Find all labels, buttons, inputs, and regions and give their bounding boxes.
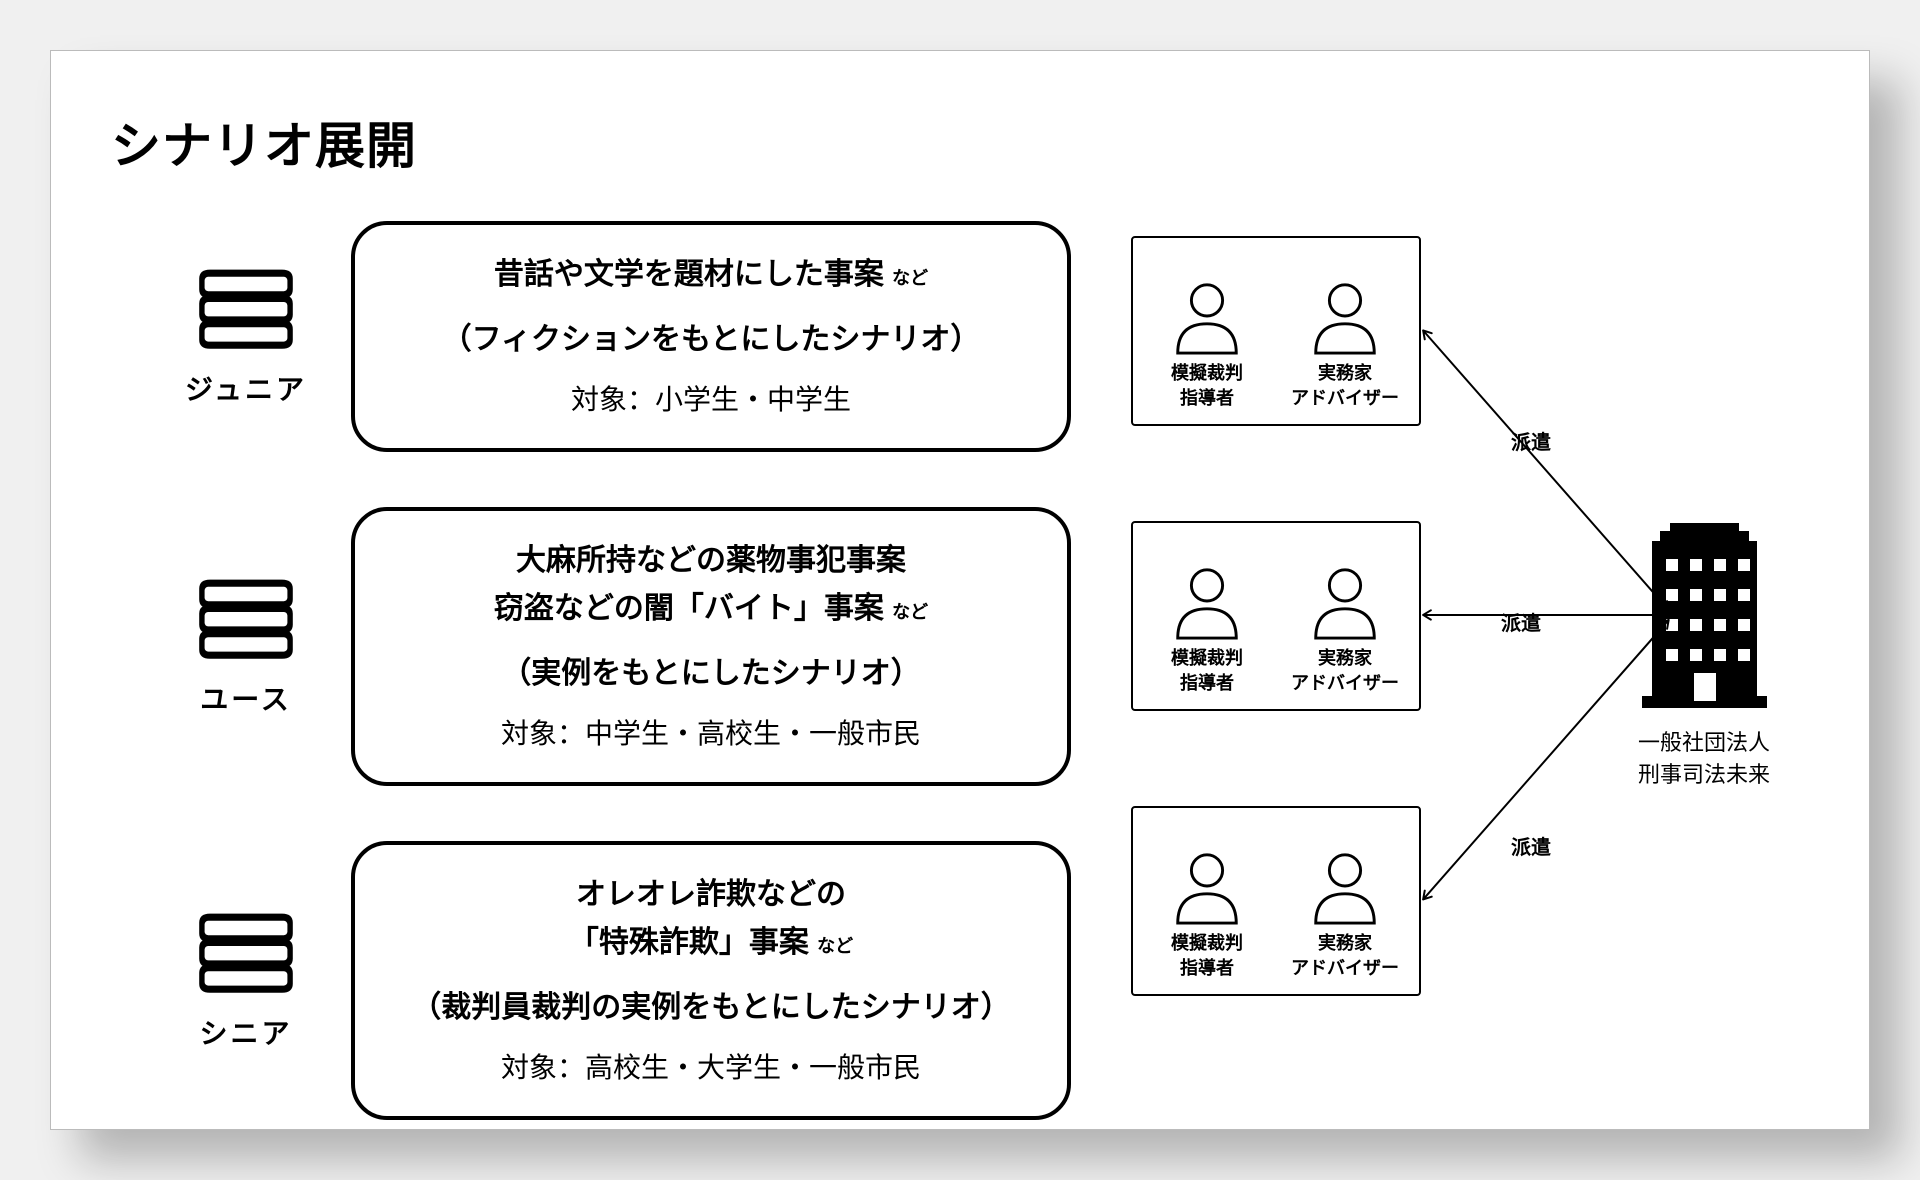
advisor-person: 模擬裁判指導者 [1147, 847, 1267, 980]
advisor-box: 模擬裁判指導者 実務家アドバイザー [1131, 806, 1421, 996]
dispatch-label: 派遣 [1501, 607, 1541, 636]
card-target: 対象：小学生・中学生 [395, 378, 1027, 418]
scenario-row-youth: ユース 大麻所持などの薬物事犯事案窃盗などの闇「バイト」事案 など （実例をもと… [171, 507, 1071, 786]
level-label: シニア [199, 1012, 292, 1052]
advisor-person: 実務家アドバイザー [1285, 847, 1405, 980]
person-icon [1168, 277, 1246, 355]
card-parens: （フィクションをもとにしたシナリオ） [395, 317, 1027, 362]
card-title: 昔話や文学を題材にした事案 など [395, 251, 1027, 299]
advisor-person: 実務家アドバイザー [1285, 562, 1405, 695]
scenario-rows: ジュニア 昔話や文学を題材にした事案 など （フィクションをもとにしたシナリオ）… [171, 221, 1071, 1120]
organization-label: 一般社団法人 刑事司法未来 [1638, 727, 1770, 791]
card-title: 大麻所持などの薬物事犯事案窃盗などの闇「バイト」事案 など [395, 537, 1027, 633]
scenario-row-senior: シニア オレオレ詐欺などの「特殊詐欺」事案 など （裁判員裁判の実例をもとにした… [171, 841, 1071, 1120]
slide: シナリオ展開 ジュニア 昔話や文学を題材にした事案 など （フィクションをもとに… [50, 50, 1870, 1130]
advisor-role-label: 模擬裁判指導者 [1171, 646, 1243, 695]
advisor-person: 模擬裁判指導者 [1147, 277, 1267, 410]
dispatch-label: 派遣 [1511, 831, 1551, 860]
card-parens: （実例をもとにしたシナリオ） [395, 651, 1027, 696]
advisor-role-label: 模擬裁判指導者 [1171, 931, 1243, 980]
advisor-role-label: 実務家アドバイザー [1291, 361, 1399, 410]
person-icon [1306, 277, 1384, 355]
level-label: ジュニア [185, 368, 307, 408]
books-icon [191, 266, 301, 356]
organization: 一般社団法人 刑事司法未来 [1604, 521, 1804, 791]
card-parens: （裁判員裁判の実例をもとにしたシナリオ） [395, 985, 1027, 1030]
advisor-role-label: 模擬裁判指導者 [1171, 361, 1243, 410]
dispatch-label: 派遣 [1511, 426, 1551, 455]
card-target: 対象：中学生・高校生・一般市民 [395, 712, 1027, 752]
books-icon [191, 910, 301, 1000]
building-icon [1642, 521, 1767, 711]
scenario-row-junior: ジュニア 昔話や文学を題材にした事案 など （フィクションをもとにしたシナリオ）… [171, 221, 1071, 452]
level-column-junior: ジュニア [171, 266, 321, 408]
advisor-role-label: 実務家アドバイザー [1291, 931, 1399, 980]
person-icon [1306, 847, 1384, 925]
advisor-column: 模擬裁判指導者 実務家アドバイザー 模擬裁判指導者 実務家アドバイザー 模擬裁判… [1131, 236, 1421, 996]
card-target: 対象：高校生・大学生・一般市民 [395, 1046, 1027, 1086]
level-column-youth: ユース [171, 576, 321, 718]
organization-line2: 刑事司法未来 [1638, 762, 1770, 787]
scenario-card-youth: 大麻所持などの薬物事犯事案窃盗などの闇「バイト」事案 など （実例をもとにしたシ… [351, 507, 1071, 786]
books-icon [191, 576, 301, 666]
person-icon [1306, 562, 1384, 640]
person-icon [1168, 562, 1246, 640]
level-column-senior: シニア [171, 910, 321, 1052]
person-icon [1168, 847, 1246, 925]
organization-line1: 一般社団法人 [1638, 730, 1770, 755]
card-title: オレオレ詐欺などの「特殊詐欺」事案 など [395, 871, 1027, 967]
advisor-person: 模擬裁判指導者 [1147, 562, 1267, 695]
advisor-person: 実務家アドバイザー [1285, 277, 1405, 410]
page-title: シナリオ展開 [111, 106, 1814, 178]
level-label: ユース [200, 678, 292, 718]
advisor-role-label: 実務家アドバイザー [1291, 646, 1399, 695]
advisor-box: 模擬裁判指導者 実務家アドバイザー [1131, 521, 1421, 711]
scenario-card-junior: 昔話や文学を題材にした事案 など （フィクションをもとにしたシナリオ） 対象：小… [351, 221, 1071, 452]
scenario-card-senior: オレオレ詐欺などの「特殊詐欺」事案 など （裁判員裁判の実例をもとにしたシナリオ… [351, 841, 1071, 1120]
advisor-box: 模擬裁判指導者 実務家アドバイザー [1131, 236, 1421, 426]
